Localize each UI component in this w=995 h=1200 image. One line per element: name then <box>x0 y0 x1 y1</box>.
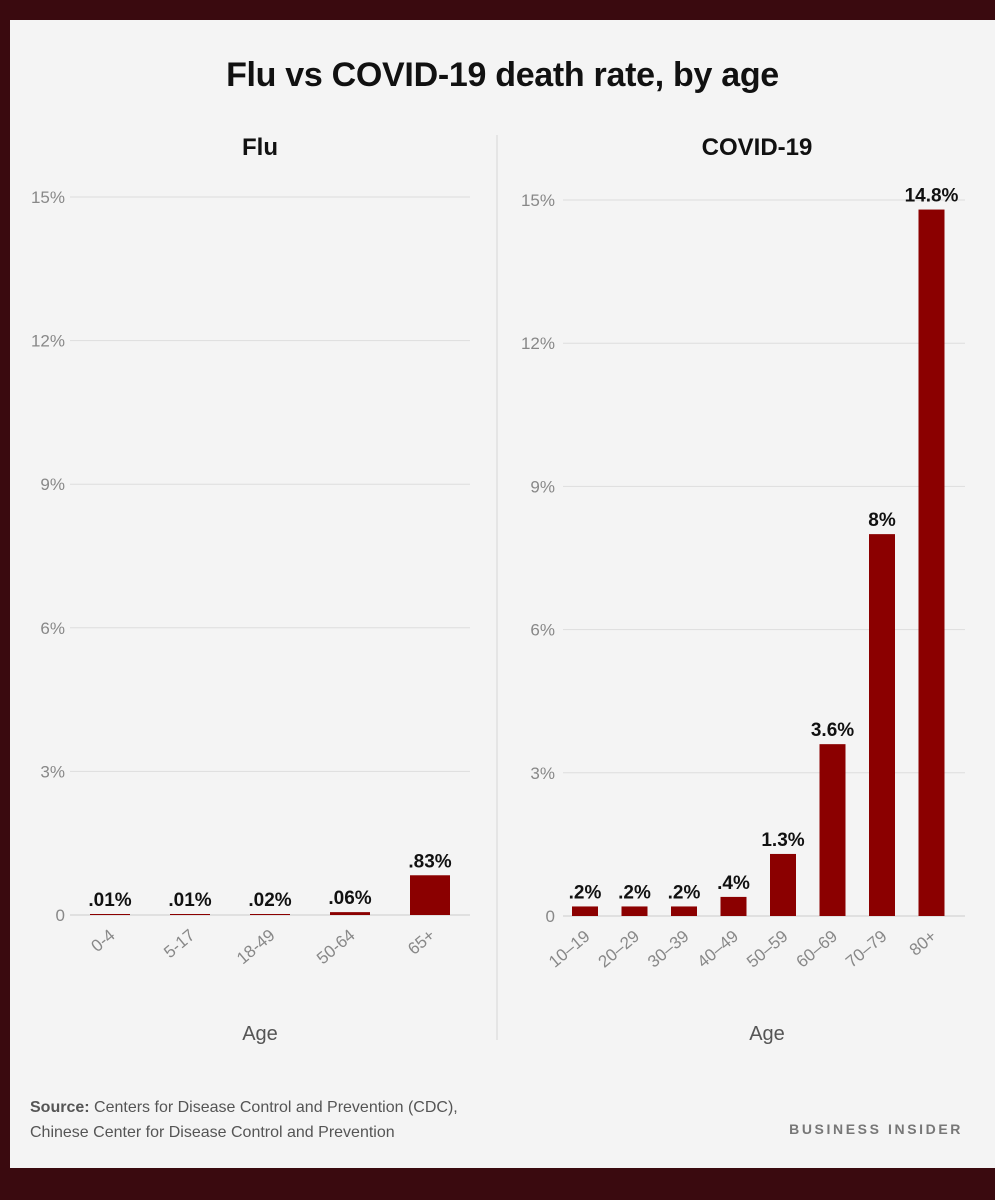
covid-value-label: .2% <box>668 882 701 903</box>
covid-ytick-label: 15% <box>521 191 555 210</box>
flu-bar <box>330 912 370 915</box>
covid-bar <box>671 906 697 916</box>
covid-bar <box>621 906 648 916</box>
covid-value-label: .2% <box>569 882 602 903</box>
covid-value-label: .2% <box>618 882 651 903</box>
covid-bar <box>572 906 598 916</box>
covid-value-label: 3.6% <box>811 720 854 741</box>
covid-category-label: 10–19 <box>545 927 593 972</box>
covid-bar <box>770 853 796 916</box>
flu-ytick-label: 15% <box>31 188 65 207</box>
flu-ytick-label: 0 <box>56 906 65 925</box>
covid-ytick-label: 3% <box>530 764 555 783</box>
covid-panel-title: COVID-19 <box>702 134 813 161</box>
flu-bar <box>410 875 450 915</box>
flu-category-label: 18-49 <box>233 926 279 969</box>
covid-category-label: 60–69 <box>793 927 841 972</box>
flu-ytick-label: 12% <box>31 332 65 351</box>
brand-logo: BUSINESS INSIDER <box>789 1121 963 1137</box>
flu-value-label: .01% <box>88 890 131 911</box>
flu-bar <box>170 914 210 915</box>
covid-value-label: 14.8% <box>905 186 959 207</box>
source-label: Source: <box>30 1099 90 1116</box>
flu-ytick-label: 9% <box>40 475 65 494</box>
covid-category-label: 40–49 <box>694 927 742 972</box>
covid-category-label: 30–39 <box>644 927 692 972</box>
covid-ytick-label: 9% <box>530 477 555 496</box>
source-note: Source: Centers for Disease Control and … <box>30 1095 458 1145</box>
source-line-1: Centers for Disease Control and Preventi… <box>94 1099 458 1116</box>
covid-bar <box>869 534 895 916</box>
flu-category-label: 5-17 <box>160 926 198 962</box>
flu-xaxis-label: Age <box>242 1023 278 1045</box>
covid-category-label: 70–79 <box>842 927 890 972</box>
flu-bar <box>90 914 130 915</box>
covid-category-label: 80+ <box>906 926 940 959</box>
flu-ytick-label: 6% <box>40 619 65 638</box>
covid-category-label: 50–59 <box>743 927 791 972</box>
covid-bar <box>819 744 846 916</box>
covid-bar <box>918 209 945 917</box>
flu-panel-title: Flu <box>242 134 278 161</box>
flu-value-label: .06% <box>328 888 371 909</box>
flu-value-label: .83% <box>408 851 451 872</box>
covid-xaxis-label: Age <box>749 1023 785 1045</box>
covid-value-label: .4% <box>717 873 750 894</box>
flu-category-label: 50-64 <box>313 926 359 969</box>
chart-title: Flu vs COVID-19 death rate, by age <box>226 56 779 94</box>
covid-value-label: 1.3% <box>761 830 804 851</box>
covid-ytick-label: 6% <box>530 621 555 640</box>
flu-ytick-label: 3% <box>40 762 65 781</box>
chart-card: Flu vs COVID-19 death rate, by age Flu 0 3… <box>10 20 995 1168</box>
flu-category-label: 65+ <box>404 925 438 958</box>
covid-ytick-label: 0 <box>546 907 555 926</box>
source-line-2: Chinese Center for Disease Control and P… <box>30 1124 395 1141</box>
covid-category-label: 20–29 <box>595 927 643 972</box>
flu-bar <box>250 914 290 915</box>
flu-category-label: 0-4 <box>88 926 119 956</box>
flu-value-label: .02% <box>248 890 291 911</box>
flu-value-label: .01% <box>168 890 211 911</box>
covid-ytick-label: 12% <box>521 334 555 353</box>
covid-value-label: 8% <box>868 510 896 531</box>
charts-svg: Flu 0 3% 6% 9% 12% 15% .01% 0-4 .01% 5-17 .02% 18-49… <box>31 134 965 1045</box>
covid-bar <box>720 896 747 916</box>
